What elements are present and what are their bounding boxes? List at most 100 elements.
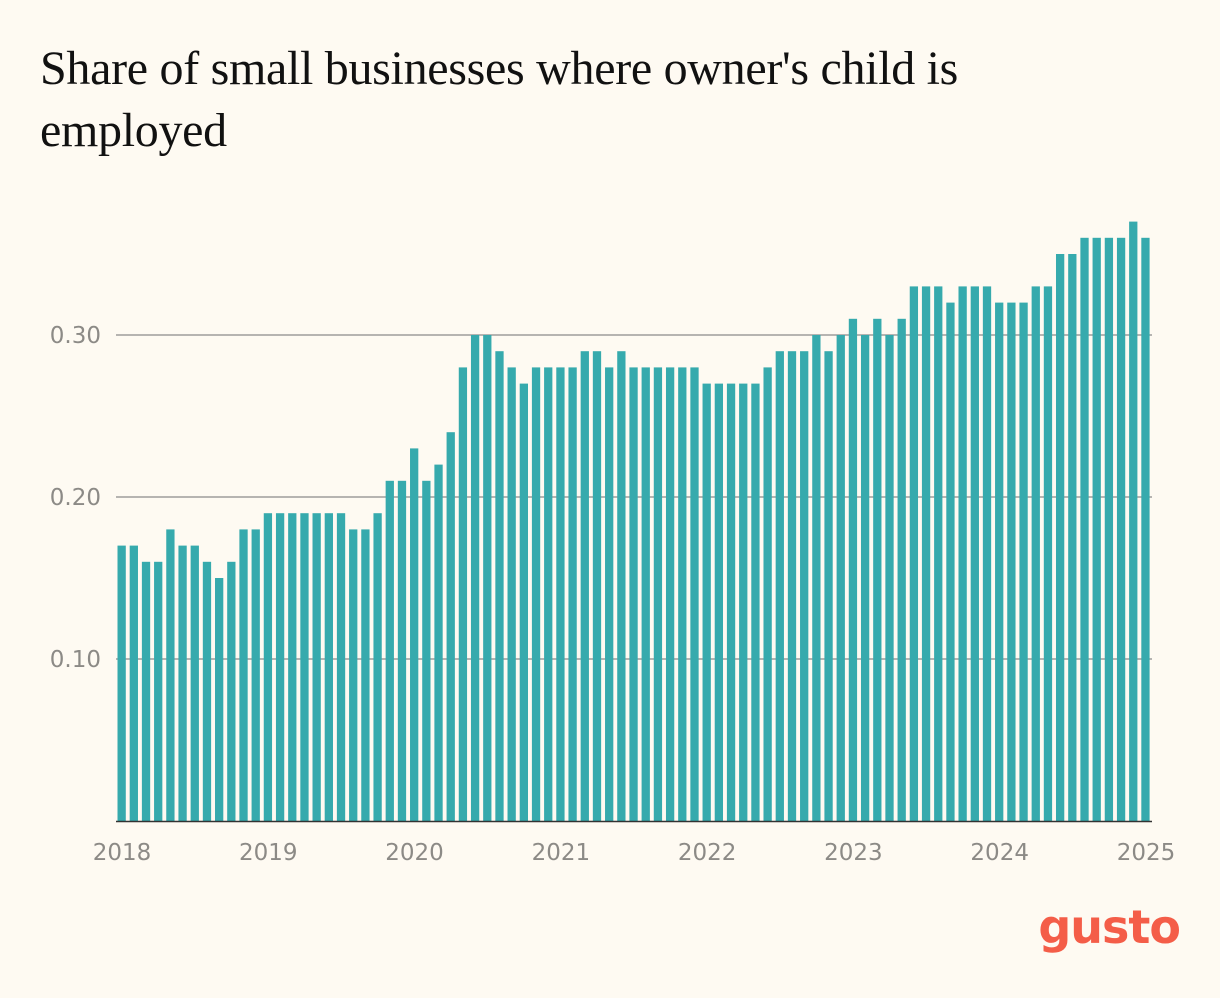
bar: [763, 367, 772, 821]
bar: [812, 335, 821, 821]
bar: [580, 351, 589, 821]
bar: [275, 513, 285, 821]
bar: [958, 286, 967, 821]
bar: [227, 561, 236, 821]
x-tick-label: 2020: [385, 840, 444, 866]
bar: [300, 513, 309, 821]
bar: [263, 513, 273, 821]
x-tick-label: 2024: [970, 840, 1029, 866]
x-tick-label: 2021: [532, 840, 591, 866]
bar: [690, 367, 699, 821]
y-tick-label: 0.20: [50, 485, 101, 511]
x-axis-ticks: 2018 2019 2020 2021 2022 2023 2024 2025: [93, 840, 1176, 866]
bar: [373, 513, 382, 821]
bar: [1043, 286, 1053, 821]
bar: [117, 545, 126, 821]
bar: [665, 367, 675, 821]
bar: [178, 545, 187, 821]
bar: [385, 480, 394, 821]
bar: [361, 529, 370, 821]
bar: [410, 448, 419, 821]
bar: [483, 335, 492, 821]
bar: [629, 367, 638, 821]
bar: [422, 480, 431, 821]
bar: [190, 545, 199, 821]
bar: [1007, 302, 1016, 822]
bar: [702, 383, 711, 821]
bar: [860, 335, 870, 821]
y-tick-label: 0.10: [50, 647, 101, 673]
y-axis-ticks: 0.10 0.20 0.30: [50, 323, 101, 673]
x-tick-label: 2023: [824, 840, 883, 866]
x-tick-label: 2019: [239, 840, 298, 866]
bar: [544, 367, 553, 821]
bar: [556, 367, 565, 821]
bar: [1092, 237, 1101, 822]
x-tick-label: 2025: [1117, 840, 1176, 866]
bar: [1116, 237, 1126, 822]
bar: [239, 529, 248, 821]
bar: [349, 529, 358, 821]
bar: [336, 513, 346, 821]
bar: [653, 367, 663, 821]
y-tick-label: 0.30: [50, 323, 101, 349]
bar: [934, 286, 943, 821]
bar: [446, 432, 455, 821]
bar: [154, 561, 163, 821]
bar: [495, 351, 504, 821]
bar: [215, 578, 224, 821]
bar: [848, 318, 858, 821]
bar: [787, 351, 797, 821]
bar: [251, 529, 260, 821]
bar: [324, 513, 333, 821]
bar: [166, 529, 175, 821]
bar: [678, 367, 687, 821]
bar: [751, 383, 760, 821]
bar: [897, 318, 906, 821]
bar: [726, 383, 736, 821]
bar: [982, 286, 992, 821]
bar: [1031, 286, 1040, 821]
bar: [775, 351, 784, 821]
bar: [714, 383, 724, 821]
bar: [458, 367, 468, 821]
bar: [885, 335, 894, 821]
bar: [1141, 237, 1150, 822]
bar: [1129, 221, 1138, 822]
x-tick-label: 2018: [93, 840, 152, 866]
bar: [397, 480, 407, 821]
bar: [1068, 254, 1077, 821]
bar: [836, 335, 845, 821]
bar: [202, 561, 212, 821]
bar: [531, 367, 541, 821]
chart-title: Share of small businesses where owner's …: [40, 42, 959, 157]
bar: [617, 351, 626, 821]
gusto-logo: gusto: [1038, 900, 1181, 954]
bar: [946, 302, 955, 822]
bar: [739, 383, 748, 821]
bar: [568, 367, 577, 821]
bar: [605, 367, 614, 821]
bar: [129, 545, 138, 821]
bar: [507, 367, 516, 821]
x-tick-label: 2022: [678, 840, 737, 866]
bar: [1080, 237, 1089, 822]
bar: [592, 351, 602, 821]
bar: [873, 318, 882, 821]
bar: [824, 351, 833, 821]
bar: [434, 464, 443, 821]
bar: [519, 383, 528, 821]
bars: [117, 221, 1150, 822]
bar: [288, 513, 297, 821]
bar: [800, 351, 809, 821]
bar: [921, 286, 931, 821]
bar: [312, 513, 321, 821]
bar: [1019, 302, 1028, 822]
bar: [641, 367, 650, 821]
bar: [141, 561, 151, 821]
bar: [470, 335, 480, 821]
bar: [909, 286, 919, 821]
bar: [1104, 237, 1114, 822]
bar: [970, 286, 979, 821]
